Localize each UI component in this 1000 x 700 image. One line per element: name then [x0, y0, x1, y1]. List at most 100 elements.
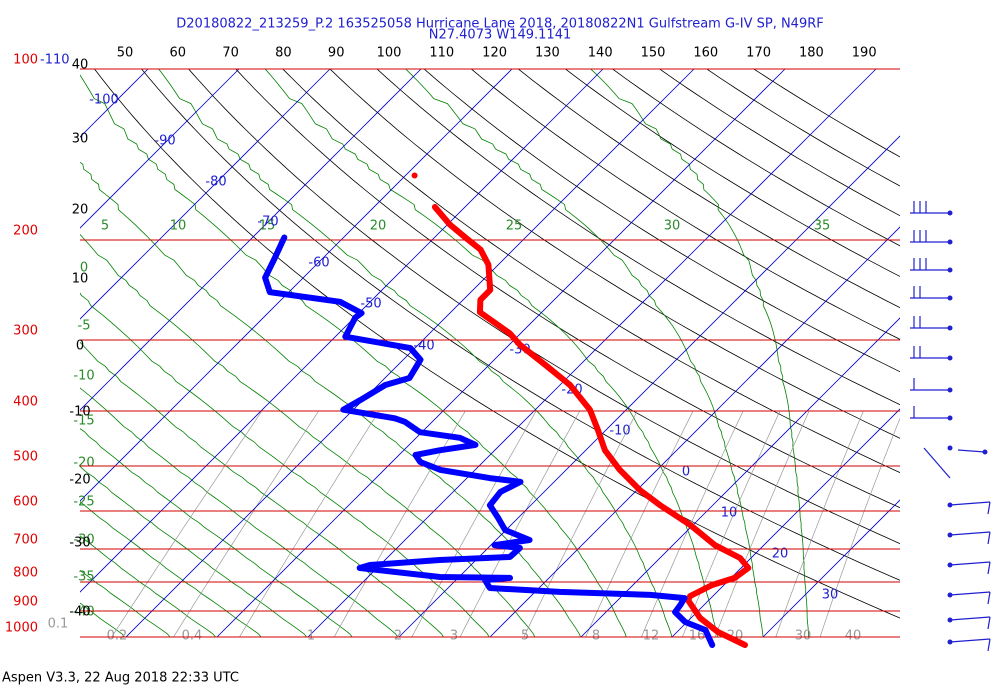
- moist-adiabat-label: -40: [73, 605, 94, 620]
- temperature-label: -20: [69, 473, 90, 488]
- isotherm: [125, 69, 695, 637]
- mixing-ratio-line: [523, 411, 638, 637]
- wind-barb-tick: [987, 501, 991, 515]
- moist-adiabat-label: -25: [73, 495, 94, 510]
- wind-barb-dot: [947, 502, 953, 508]
- footer: Aspen V3.3, 22 Aug 2018 22:33 UTC: [2, 671, 239, 686]
- mixing-ratio-label: 2: [394, 629, 402, 644]
- moist-adiabat: [158, 69, 673, 637]
- moist-adiabat-label: -10: [73, 369, 94, 384]
- pressure-label: 800: [13, 565, 38, 580]
- mixing-ratio-line: [714, 411, 810, 637]
- dry-adiabat-label: 140: [588, 46, 613, 61]
- wind-barb-tick: [987, 638, 991, 652]
- dry-adiabat: [564, 69, 900, 277]
- wind-barb-staff: [923, 447, 951, 479]
- wind-barb-dot: [947, 562, 953, 568]
- isotherm: [307, 69, 877, 637]
- dry-adiabat: [423, 69, 900, 373]
- mixing-ratio-label: 8: [592, 629, 600, 644]
- wind-barb-dot: [947, 267, 953, 273]
- wind-barb-dot: [947, 639, 953, 645]
- isotherm-label: -60: [308, 256, 329, 271]
- mixing-ratio-line: [173, 411, 319, 637]
- dry-adiabat: [188, 69, 900, 545]
- dry-adiabat: [611, 69, 900, 247]
- isotherm-label: -110: [40, 53, 70, 68]
- temperature-label: 20: [72, 203, 89, 218]
- temperature-label: -10: [69, 405, 90, 420]
- isotherm: [0, 69, 57, 637]
- wind-barb-tick: [987, 591, 991, 605]
- wind-barb-staff: [949, 616, 991, 621]
- wind-barb-dot: [947, 239, 953, 245]
- pressure-label: 100: [13, 53, 38, 68]
- dry-adiabat: [140, 69, 900, 581]
- pressure-label: 400: [13, 394, 38, 409]
- isotherm-label: 20: [772, 547, 789, 562]
- mixing-ratio-label: 12: [643, 629, 660, 644]
- mixing-ratio-line: [111, 411, 262, 637]
- dry-adiabat: [282, 69, 900, 474]
- isotherm: [762, 499, 900, 637]
- mixing-ratio-label: 3: [450, 629, 458, 644]
- isotherm: [80, 69, 149, 138]
- wind-barb-dot: [947, 445, 953, 451]
- wind-barb-dot: [947, 355, 953, 361]
- mixing-ratio-label: 5: [521, 629, 529, 644]
- wind-barb-staff: [949, 638, 991, 643]
- wind-barb-tick: [987, 561, 991, 575]
- moist-adiabat-label: 0: [80, 261, 88, 276]
- wind-barb-dot: [947, 415, 953, 421]
- grid: [0, 69, 900, 637]
- isotherm-label: -50: [360, 297, 381, 312]
- dry-adiabat: [235, 69, 900, 509]
- temperature-label: 0: [76, 339, 84, 354]
- isotherm-label: -100: [89, 93, 119, 108]
- wind-barb-staff: [949, 591, 991, 596]
- isotherm-label: 10: [721, 506, 738, 521]
- isotherm-label: -10: [609, 424, 630, 439]
- chart-subtitle: N27.4073 W149.1141: [429, 28, 572, 43]
- temperature-label: 40: [72, 58, 89, 73]
- wind-barb-dot: [982, 449, 988, 455]
- moist-adiabat-label: 15: [259, 219, 276, 234]
- wind-barb-dot: [947, 387, 953, 393]
- mixing-ratio-line: [775, 411, 864, 637]
- wind-barb-staff: [949, 561, 991, 566]
- moist-adiabat: [80, 535, 217, 637]
- isotherm: [398, 135, 900, 637]
- isotherm-label: -40: [413, 339, 434, 354]
- mixing-ratio-label: 0.1: [48, 617, 69, 632]
- isotherm-label: 30: [822, 588, 839, 603]
- moist-adiabat: [80, 465, 308, 637]
- moist-adiabat-label: -5: [78, 319, 91, 334]
- isotherm: [671, 408, 900, 637]
- pressure-label: 300: [13, 324, 38, 339]
- mixing-ratio-line: [585, 411, 694, 637]
- mixing-ratio-label: 0.4: [182, 629, 203, 644]
- wind-barb-dot: [947, 592, 953, 598]
- dry-adiabat-label: 120: [482, 46, 507, 61]
- dry-adiabat: [470, 69, 900, 340]
- moist-adiabat-label: 10: [170, 219, 187, 234]
- wind-barb-tick: [987, 531, 991, 545]
- wind-barb-staff: [949, 531, 991, 536]
- isotherm: [489, 226, 900, 637]
- mixing-ratio-label: 16: [689, 629, 706, 644]
- dry-adiabat-label: 180: [799, 46, 824, 61]
- moist-adiabat-label: 5: [101, 219, 109, 234]
- moist-adiabat: [80, 428, 353, 637]
- wind-barb-dot: [947, 532, 953, 538]
- moist-adiabat: [80, 341, 444, 637]
- temperature-label: -30: [69, 536, 90, 551]
- moist-adiabat-label: 30: [664, 219, 681, 234]
- isotherm: [580, 317, 900, 637]
- moist-adiabat-label: -20: [73, 456, 94, 471]
- wind-barb-tick: [987, 616, 991, 630]
- isotherm-label: -90: [154, 134, 175, 149]
- dry-adiabat-label: 190: [852, 46, 877, 61]
- temperature-label: 30: [72, 132, 89, 147]
- temperature-label: -40: [69, 605, 90, 620]
